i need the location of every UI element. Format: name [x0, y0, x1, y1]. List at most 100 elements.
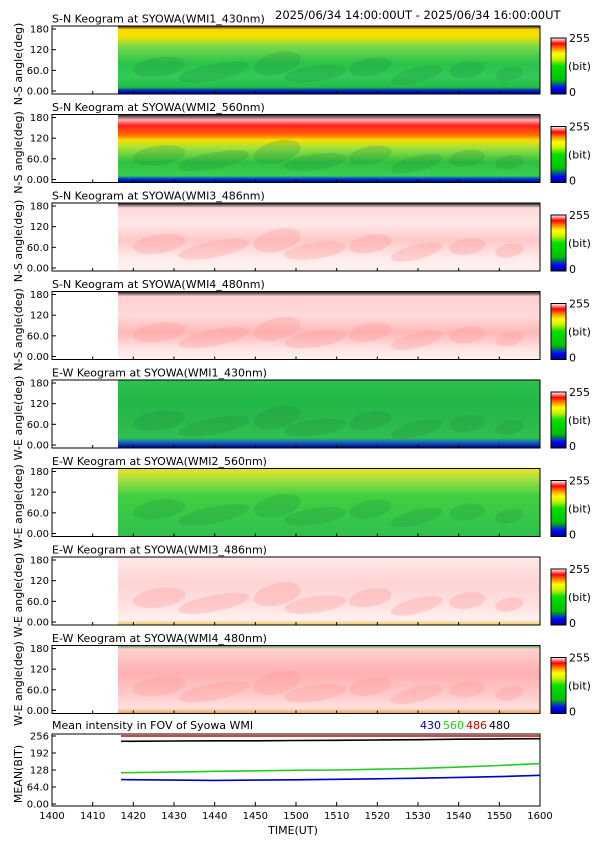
- x-tick-label: 1520: [365, 811, 390, 822]
- keogram-texture: [390, 242, 443, 262]
- colorbar-unit-label: (bit): [568, 680, 591, 693]
- legend-entry-486: 486: [466, 719, 487, 732]
- keogram-image: [118, 114, 540, 183]
- y-tick-label: 120: [30, 488, 49, 499]
- y-tick-label: 256: [30, 732, 49, 743]
- x-axis-label: TIME(UT): [267, 824, 318, 837]
- x-tick-label: 1540: [446, 811, 471, 822]
- keogram-image: [118, 26, 540, 94]
- y-tick-label: 60.0: [27, 243, 49, 254]
- keogram-texture: [348, 145, 392, 165]
- keogram-texture: [132, 145, 186, 166]
- series-line-480: [121, 737, 541, 743]
- keogram-texture: [495, 331, 524, 347]
- keogram-texture: [449, 238, 486, 255]
- y-tick-label: 60.0: [27, 420, 49, 431]
- keogram-texture: [495, 243, 524, 258]
- colorbar-min-label: 0: [569, 529, 576, 542]
- y-tick-label: 180: [30, 644, 49, 655]
- keogram-texture: [178, 504, 250, 526]
- keogram-texture: [132, 233, 186, 254]
- keogram-texture: [390, 65, 443, 85]
- keogram-texture: [348, 57, 392, 77]
- colorbar-max-label: 255: [569, 209, 590, 222]
- keogram-texture: [449, 503, 486, 521]
- mean-intensity-chart: Mean intensity in FOV of Syowa WMI TIME(…: [12, 719, 553, 837]
- keogram-texture: [132, 322, 186, 343]
- series-line-560: [121, 762, 541, 774]
- x-tick-label: 1440: [202, 811, 227, 822]
- keogram-panel: S-N Keogram at SYOWA(WMI3_486nm)180 120 60…: [12, 190, 591, 283]
- panel-title: S-N Keogram at SYOWA(WMI2_560nm): [52, 101, 265, 114]
- figure-header: 2025/06/34 14:00:00UT - 2025/06/34 16:00…: [275, 8, 561, 22]
- y-tick-label: 128: [30, 766, 49, 777]
- keogram-texture: [178, 327, 250, 349]
- y-tick-label: 192: [30, 749, 49, 760]
- keogram-texture: [178, 61, 250, 83]
- x-tick-label: 1420: [121, 811, 146, 822]
- keogram-panel: E-W Keogram at SYOWA(WMI2_560nm)180 120 60…: [12, 455, 591, 549]
- y-tick-label: 120: [30, 134, 49, 145]
- colorbar-max-label: 255: [569, 298, 590, 311]
- panel-title: S-N Keogram at SYOWA(WMI3_486nm): [52, 190, 265, 203]
- keogram-panel: E-W Keogram at SYOWA(WMI4_480nm)180 120 60…: [12, 632, 591, 726]
- keogram-texture: [390, 419, 443, 439]
- panel-y-label: W-E angle(deg): [12, 641, 25, 726]
- x-tick-label: 1510: [324, 811, 349, 822]
- keogram-texture: [348, 322, 392, 342]
- keogram-texture: [253, 316, 301, 341]
- panel-y-label: N-S angle(deg): [12, 23, 25, 106]
- y-tick-label: 0.00: [27, 87, 49, 98]
- y-tick-label: 180: [30, 467, 49, 478]
- y-tick-label: 180: [30, 556, 49, 567]
- y-tick-label: 0.00: [27, 800, 49, 811]
- colorbar-min-label: 0: [569, 263, 576, 276]
- colorbar: [550, 568, 567, 626]
- keogram-texture: [284, 329, 347, 349]
- colorbar-unit-label: (bit): [568, 237, 591, 250]
- keogram-texture: [253, 228, 301, 253]
- panel-title: S-N Keogram at SYOWA(WMI4_480nm): [52, 278, 265, 291]
- y-tick-label: 0.00: [27, 441, 49, 452]
- colorbar-unit-label: (bit): [568, 591, 591, 604]
- y-tick-label: 0.00: [27, 529, 49, 540]
- keogram-panels: S-N Keogram at SYOWA(WMI1_430nm)18012060…: [12, 13, 591, 726]
- keogram-texture: [390, 596, 443, 616]
- keogram-texture: [495, 597, 524, 612]
- keogram-texture: [253, 51, 301, 76]
- legend-entry-560: 560: [443, 719, 464, 732]
- y-tick-label: 180: [30, 202, 49, 213]
- y-tick-label: 0.00: [27, 618, 49, 629]
- keogram-texture: [253, 582, 301, 607]
- colorbar-min-label: 0: [569, 617, 576, 630]
- keogram-texture: [284, 683, 347, 703]
- keogram-image: [118, 380, 540, 448]
- keogram-texture: [284, 595, 347, 614]
- y-tick-label: 180: [30, 113, 49, 124]
- keogram-texture: [449, 326, 486, 344]
- colorbar: [550, 214, 567, 272]
- y-tick-label: 60.0: [27, 685, 49, 696]
- x-tick-label: 1410: [80, 811, 105, 822]
- colorbar-unit-label: (bit): [568, 414, 591, 427]
- colorbar-min-label: 0: [569, 352, 576, 365]
- keogram-texture: [178, 415, 250, 437]
- y-tick-label: 0.00: [27, 352, 49, 363]
- x-tick-label: 1550: [487, 811, 512, 822]
- keogram-texture: [449, 149, 486, 167]
- series-line-430: [121, 774, 541, 782]
- y-tick-label: 120: [30, 311, 49, 322]
- panel-title: E-W Keogram at SYOWA(WMI2_560nm): [52, 455, 267, 468]
- x-tick-label: 1430: [161, 811, 186, 822]
- y-tick-label: 120: [30, 222, 49, 233]
- colorbar-max-label: 255: [569, 386, 590, 399]
- keogram-texture: [132, 56, 186, 77]
- colorbar-max-label: 255: [569, 652, 590, 665]
- colorbar-unit-label: (bit): [568, 503, 591, 516]
- keogram-texture: [284, 418, 347, 437]
- y-tick-label: 60.0: [27, 508, 49, 519]
- y-tick-label: 120: [30, 45, 49, 56]
- x-tick-label: 1450: [243, 811, 268, 822]
- legend-entry-480: 480: [489, 719, 510, 732]
- keogram-texture: [132, 676, 186, 697]
